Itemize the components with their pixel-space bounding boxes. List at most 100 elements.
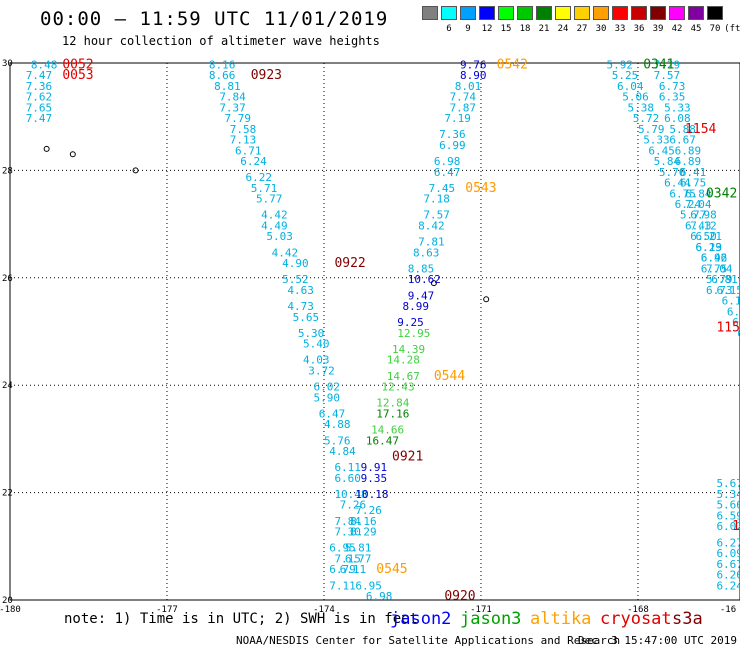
wave-height-value: 7.87 [450, 101, 477, 114]
wave-height-value: 7.26 [340, 499, 367, 512]
wave-height-value: 14.39 [392, 343, 425, 356]
wave-height-value: 6.77 [345, 552, 372, 565]
footnote: note: 1) Time is in UTC; 2) SWH is in fe… [64, 611, 419, 627]
pass-time-label: 1152 [732, 519, 740, 534]
pass-time-label: 1154 [685, 122, 716, 137]
wave-height-value: 8.48 [31, 58, 58, 71]
wave-height-value: 6.09 [716, 547, 740, 560]
wave-height-value: 6.81 [711, 273, 738, 286]
wave-height-value: 6.67 [716, 558, 740, 571]
wave-height-value: 7.18 [423, 193, 450, 206]
wave-height-value: 6.73 [706, 284, 733, 297]
scale-swatch [612, 6, 628, 20]
scale-label: 24 [557, 24, 569, 34]
scale-swatch [498, 6, 514, 20]
wave-height-value: 6.26 [716, 569, 740, 582]
timestamp-text: Dec 3 15:47:00 UTC 2019 [578, 634, 737, 647]
legend-item-altika: altika [530, 609, 592, 629]
wave-height-value: 6.47 [434, 166, 461, 179]
wave-height-value: 7.37 [219, 101, 246, 114]
island-outline [132, 167, 139, 174]
y-tick-label: 30 [2, 59, 13, 69]
x-tick-label: -168 [627, 605, 649, 615]
pass-time-label: 0923 [251, 68, 282, 83]
y-tick-label: 24 [2, 381, 13, 391]
pass-time-label: 0545 [376, 562, 407, 577]
wave-height-value: 6.35 [659, 91, 686, 104]
wave-height-value: 7.65 [26, 101, 53, 114]
y-tick-label: 22 [2, 489, 13, 499]
wave-height-value: 6.50 [690, 230, 717, 243]
wave-height-value: 8.90 [460, 69, 487, 82]
wave-height-value: 14.67 [387, 370, 420, 383]
wave-height-value: 8.85 [408, 262, 435, 275]
wave-height-value: 9.91 [361, 461, 388, 474]
wave-height-value: 6.84 [685, 187, 712, 200]
scale-label: 70 [709, 24, 721, 34]
wave-height-value: 17.16 [376, 407, 409, 420]
wave-height-value: 5.65 [293, 311, 320, 324]
scale-swatch [688, 6, 704, 20]
wave-height-value: 8.81 [214, 80, 241, 93]
scale-label: 27 [576, 24, 588, 34]
wave-height-value: 9.25 [397, 316, 424, 329]
scale-label: 6 [446, 24, 452, 34]
pass-time-label: 0341 [643, 57, 674, 72]
wave-height-value: 6.73 [659, 80, 686, 93]
wave-height-value: 8.16 [209, 58, 236, 71]
wave-height-value: 6.23 [696, 241, 723, 254]
wave-height-value: 6.99 [439, 139, 466, 152]
wave-height-value: 7.30 [334, 526, 361, 539]
scale-label: 33 [614, 24, 626, 34]
legend-item-cryosat: cryosat [600, 609, 672, 629]
wave-height-value: 5.03 [266, 230, 293, 243]
scale-unit: (ft) [724, 24, 740, 34]
wave-height-value: 7.26 [355, 504, 382, 517]
wave-height-value: 5.52 [282, 273, 309, 286]
wave-height-value: 6.04 [617, 80, 644, 93]
wave-height-value: 6.21 [696, 230, 723, 243]
scale-label: 45 [690, 24, 702, 34]
wave-height-value: 14.28 [387, 354, 420, 367]
wave-height-value: 9.76 [460, 58, 487, 71]
pass-time-label: 0052 [62, 57, 93, 72]
pass-time-label: 1153 [716, 321, 740, 336]
wave-height-value: 7.84 [334, 515, 361, 528]
wave-height-value: 4.88 [324, 418, 351, 431]
wave-height-value: 7.11 [329, 579, 356, 592]
wave-height-value: 6.60 [334, 472, 361, 485]
wave-height-value: 6.98 [366, 590, 393, 603]
wave-height-value: 3.72 [308, 364, 335, 377]
wave-height-value: 7.45 [429, 182, 456, 195]
wave-height-value: 5.33 [664, 101, 691, 114]
island-outline [69, 151, 76, 158]
wave-height-value: 4.49 [261, 219, 288, 232]
scale-label: 36 [633, 24, 645, 34]
wave-height-value: 5.88 [669, 123, 696, 136]
wave-height-value: 5.67 [716, 477, 740, 490]
scale-swatch [707, 6, 723, 20]
wave-height-value: 6.02 [716, 520, 740, 533]
wave-height-value: 6.69 [732, 316, 740, 329]
wave-height-value: 5.79 [638, 123, 665, 136]
wave-height-value: 5.33 [643, 134, 670, 147]
wave-height-value: 6.45 [648, 144, 675, 157]
wave-height-value: 4.73 [287, 300, 314, 313]
pass-time-label: 0921 [392, 449, 423, 464]
wave-height-value: 6.47 [319, 407, 346, 420]
wave-height-value: 7.57 [654, 69, 681, 82]
scale-label: 18 [519, 24, 531, 34]
wave-height-value: 8.42 [418, 219, 445, 232]
pass-time-label: 0922 [334, 256, 365, 271]
y-tick-label: 28 [2, 166, 13, 176]
wave-height-value: 7.13 [230, 134, 257, 147]
scale-label: 15 [500, 24, 512, 34]
wave-height-value: 7.19 [444, 112, 471, 125]
wave-height-value: 4.63 [287, 284, 314, 297]
pass-time-label: 0544 [434, 369, 465, 384]
scale-label: 39 [652, 24, 664, 34]
wave-height-value: 6.41 [680, 166, 707, 179]
wave-height-value: 7.57 [423, 209, 450, 222]
scale-swatch [479, 6, 495, 20]
y-tick-label: 20 [2, 596, 13, 606]
